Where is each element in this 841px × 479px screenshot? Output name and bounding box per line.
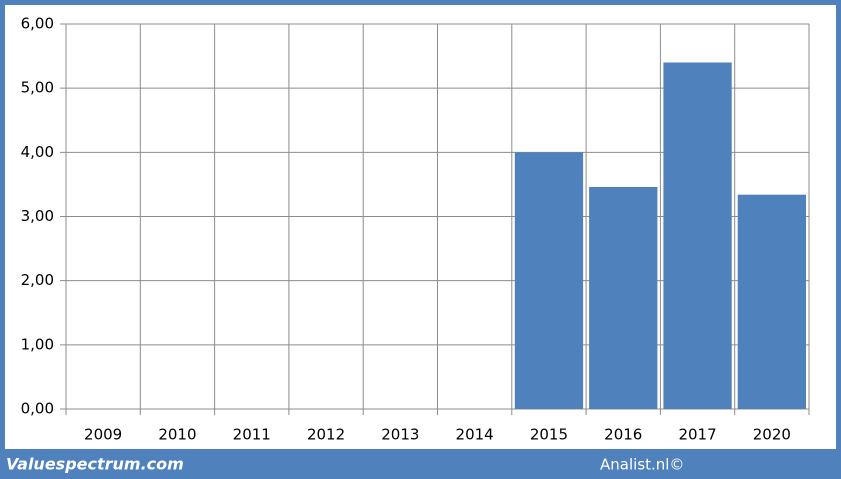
bar <box>737 194 806 409</box>
x-tick-label: 2010 <box>158 426 196 444</box>
bar <box>589 186 658 409</box>
footer-right: Analist.nl© <box>600 456 684 474</box>
x-tick-label: 2017 <box>678 426 716 444</box>
bar <box>514 152 584 410</box>
y-tick-label: 2,00 <box>21 271 54 289</box>
y-tick-label: 3,00 <box>21 207 54 225</box>
y-tick-label: 0,00 <box>21 400 54 418</box>
y-tick-label: 5,00 <box>21 79 54 97</box>
x-tick-label: 2013 <box>381 426 419 444</box>
y-tick-label: 1,00 <box>21 335 54 353</box>
x-tick-label: 2016 <box>604 426 642 444</box>
x-tick-label: 2014 <box>456 426 494 444</box>
y-tick-label: 4,00 <box>21 143 54 161</box>
x-tick-label: 2009 <box>84 426 122 444</box>
footer-left: Valuespectrum.com <box>6 455 184 474</box>
x-tick-label: 2012 <box>307 426 345 444</box>
x-tick-label: 2011 <box>233 426 271 444</box>
x-tick-label: 2015 <box>530 426 568 444</box>
bar <box>663 62 732 409</box>
y-tick-label: 6,00 <box>21 15 54 33</box>
x-tick-label: 2020 <box>753 426 791 444</box>
